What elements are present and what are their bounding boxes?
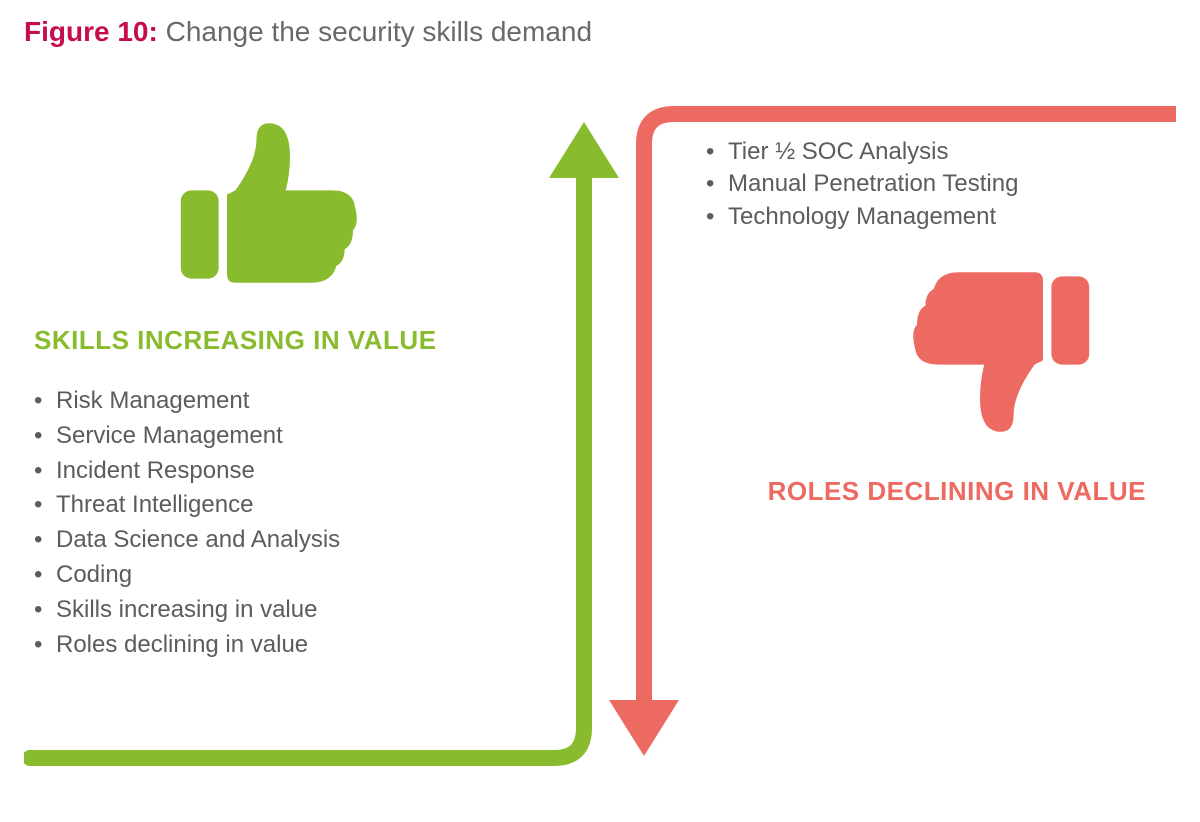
- increasing-item: Incident Response: [34, 454, 494, 489]
- increasing-item: Roles declining in value: [34, 628, 494, 663]
- declining-list: Tier ½ SOC AnalysisManual Penetration Te…: [666, 136, 1146, 233]
- increasing-item: Threat Intelligence: [34, 488, 494, 523]
- figure-title-text: Change the security skills demand: [166, 16, 592, 47]
- thumbs-up-icon: [164, 98, 374, 308]
- down-arrow-head: [609, 700, 679, 756]
- declining-item: Technology Management: [706, 201, 1146, 233]
- thumbs-down-icon: [896, 247, 1106, 457]
- increasing-item: Coding: [34, 558, 494, 593]
- increasing-item: Service Management: [34, 419, 494, 454]
- increasing-heading: SKILLS INCREASING IN VALUE: [34, 325, 494, 356]
- up-arrow-head: [549, 122, 619, 178]
- increasing-list: Risk ManagementService ManagementInciden…: [34, 384, 494, 662]
- figure-label: Figure 10:: [24, 16, 158, 47]
- increasing-item: Skills increasing in value: [34, 593, 494, 628]
- declining-item: Manual Penetration Testing: [706, 168, 1146, 200]
- increasing-item: Risk Management: [34, 384, 494, 419]
- declining-block: Tier ½ SOC AnalysisManual Penetration Te…: [666, 136, 1146, 507]
- increasing-block: SKILLS INCREASING IN VALUE Risk Manageme…: [34, 98, 494, 662]
- figure-title: Figure 10: Change the security skills de…: [24, 16, 1176, 48]
- declining-item: Tier ½ SOC Analysis: [706, 136, 1146, 168]
- skills-demand-diagram: SKILLS INCREASING IN VALUE Risk Manageme…: [24, 88, 1176, 788]
- increasing-item: Data Science and Analysis: [34, 523, 494, 558]
- declining-heading: ROLES DECLINING IN VALUE: [666, 476, 1146, 507]
